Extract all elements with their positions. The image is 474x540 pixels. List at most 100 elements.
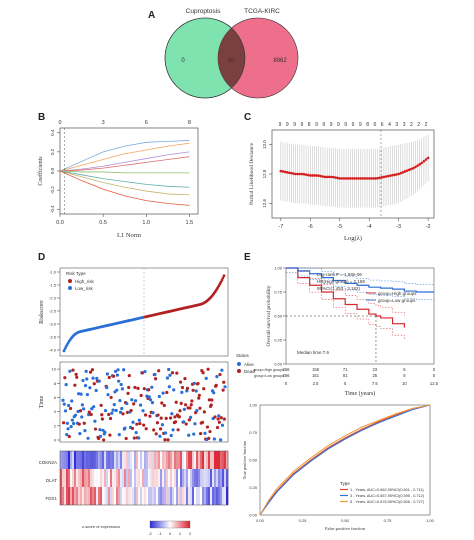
gene-label-2: DLAT bbox=[46, 478, 57, 483]
risk-point bbox=[63, 347, 67, 350]
status-point bbox=[115, 388, 119, 392]
status-point bbox=[201, 371, 205, 375]
heatmap-cell bbox=[176, 487, 179, 505]
status-point bbox=[193, 422, 197, 426]
heatmap-cell bbox=[166, 451, 169, 469]
heatmap-cell bbox=[100, 451, 103, 469]
y-tick-label: 10 bbox=[52, 367, 57, 372]
heatmap-cell bbox=[164, 451, 167, 469]
status-point bbox=[197, 396, 201, 400]
heatmap-cell bbox=[190, 469, 193, 487]
deviance-point bbox=[319, 174, 323, 178]
venn-overlap-count: 10 bbox=[228, 58, 235, 64]
status-point bbox=[143, 369, 147, 374]
heat-scale-tick: -1 bbox=[158, 531, 162, 536]
heatmap-cell bbox=[142, 487, 145, 505]
status-point bbox=[183, 403, 188, 407]
status-point bbox=[150, 385, 154, 389]
status-point bbox=[97, 436, 101, 441]
y-tick-label: -4.0 bbox=[49, 348, 57, 353]
y-tick-label: 1.00 bbox=[249, 403, 258, 408]
status-point bbox=[151, 411, 155, 415]
deviance-point bbox=[407, 168, 411, 172]
deviance-point bbox=[386, 174, 390, 178]
status-point bbox=[119, 382, 123, 387]
coef-path-3 bbox=[59, 151, 190, 172]
legend-low-marker bbox=[68, 286, 72, 290]
status-point bbox=[170, 412, 174, 416]
heatmap-cell bbox=[84, 469, 87, 487]
km-ci-lower bbox=[286, 272, 405, 340]
heatmap-cell bbox=[154, 451, 157, 469]
status-point bbox=[192, 432, 196, 436]
heatmap-cell bbox=[136, 487, 139, 505]
heatmap-cell bbox=[212, 487, 215, 505]
x-tick-label: 5 bbox=[344, 381, 347, 386]
status-point bbox=[85, 392, 89, 397]
status-point bbox=[84, 369, 88, 373]
status-point bbox=[79, 392, 83, 396]
status-point bbox=[205, 425, 210, 429]
heatmap-cell bbox=[214, 451, 217, 469]
status-point bbox=[125, 401, 129, 406]
status-point bbox=[90, 368, 94, 372]
km-ci-upper bbox=[286, 267, 434, 285]
cv-ylabel: Partial Likelihood Deviance bbox=[249, 142, 255, 205]
status-point bbox=[77, 422, 81, 426]
heatmap-cell bbox=[202, 487, 205, 505]
status-point bbox=[159, 416, 163, 420]
heatmap-cell bbox=[226, 451, 229, 469]
status-point bbox=[188, 406, 192, 410]
status-point bbox=[87, 410, 91, 414]
status-point bbox=[125, 410, 130, 415]
heatmap-cell bbox=[174, 469, 177, 487]
heatmap-cell bbox=[202, 469, 205, 487]
risk-point bbox=[220, 278, 224, 282]
heatmap-cell bbox=[188, 487, 191, 505]
status-point bbox=[185, 389, 189, 393]
heatmap-cell bbox=[134, 469, 137, 487]
status-point bbox=[127, 374, 131, 378]
heatmap-cell bbox=[162, 469, 165, 487]
status-point bbox=[133, 399, 138, 403]
deviance-point bbox=[313, 174, 316, 177]
status-point bbox=[184, 422, 188, 426]
top-tick-label: 6 bbox=[381, 122, 384, 128]
status-point bbox=[67, 434, 71, 439]
heatmap-cell bbox=[68, 487, 71, 505]
heatmap-cell bbox=[114, 487, 117, 505]
risk-table-value: 8 bbox=[403, 373, 406, 378]
status-point bbox=[89, 412, 93, 417]
heatmap-cell bbox=[124, 487, 127, 505]
heatmap-cell bbox=[212, 451, 215, 469]
risk-table-value: 25 bbox=[372, 373, 377, 378]
status-point bbox=[129, 408, 133, 413]
heatmap-cell bbox=[184, 469, 187, 487]
heatmap-cell bbox=[118, 487, 121, 505]
status-point bbox=[116, 368, 120, 372]
heatmap-cell bbox=[182, 469, 185, 487]
status-point bbox=[107, 375, 111, 380]
coef-path-1 bbox=[59, 140, 190, 172]
status-point bbox=[171, 428, 175, 432]
heatmap-cell bbox=[168, 451, 171, 469]
heatmap-cell bbox=[150, 451, 153, 469]
heatmap-cell bbox=[156, 451, 159, 469]
deviance-point bbox=[338, 177, 342, 180]
cv-xlabel: Log(λ) bbox=[344, 235, 362, 242]
y-tick-label: -1.5 bbox=[49, 283, 57, 288]
heatmap-cell bbox=[218, 451, 221, 469]
heatmap-cell bbox=[72, 487, 75, 505]
status-point bbox=[127, 385, 131, 390]
status-point bbox=[197, 393, 201, 397]
top-tick-label: 9 bbox=[322, 122, 325, 128]
heatmap-cell bbox=[128, 487, 131, 505]
status-point bbox=[180, 385, 185, 390]
heatmap-cell bbox=[184, 451, 187, 469]
time-ylabel: Time bbox=[39, 395, 45, 408]
heatmap-cell bbox=[78, 451, 81, 469]
y-tick-label: 0.75 bbox=[249, 430, 258, 435]
status-point bbox=[93, 427, 98, 431]
heatmap-cell bbox=[62, 487, 65, 505]
